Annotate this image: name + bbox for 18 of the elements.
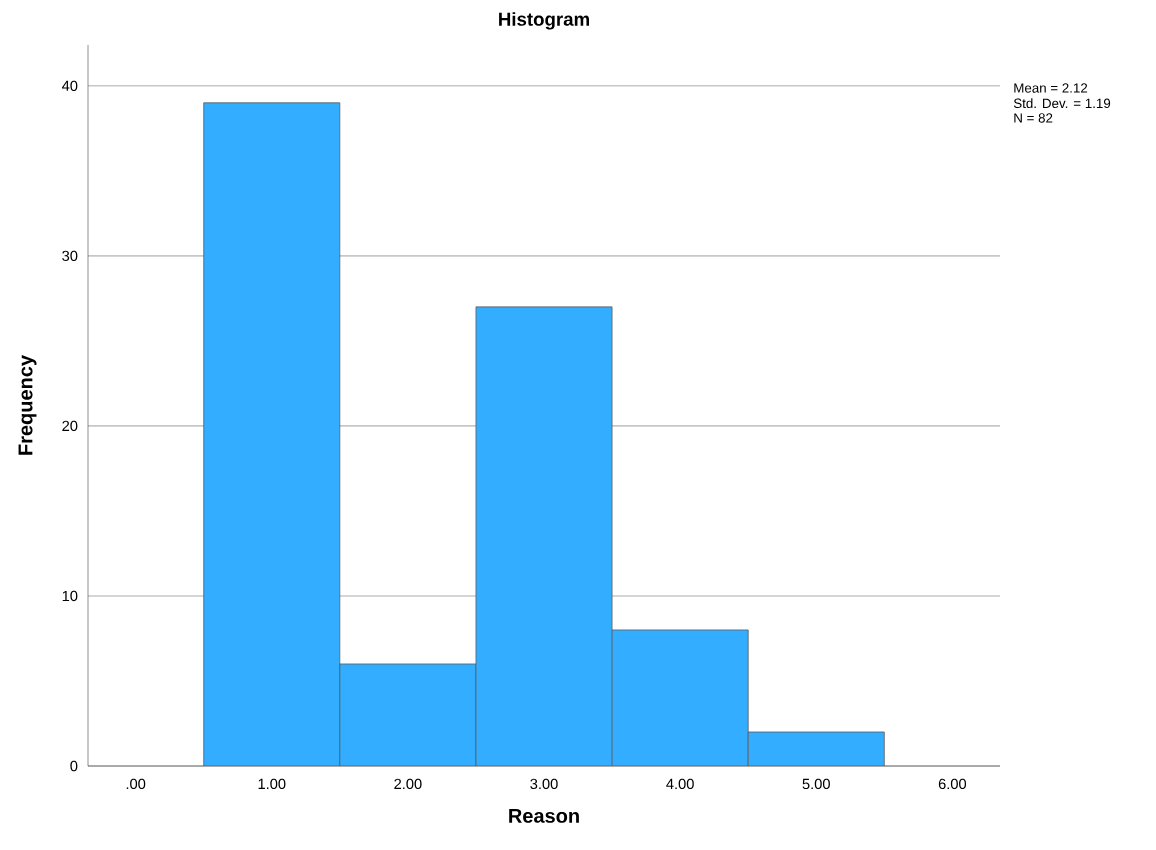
y-tick-label: 30: [62, 250, 78, 262]
y-axis-title: Frequency: [18, 355, 37, 455]
x-tick-label: 6.00: [938, 778, 967, 790]
x-tick-label: 4.00: [666, 778, 694, 790]
x-tick-label: 2.00: [394, 778, 422, 790]
text: Std. Dev. = 1.19: [1013, 98, 1111, 109]
x-tick-label: 3.00: [530, 778, 558, 790]
y-tick-label: 10: [62, 590, 78, 602]
x-tick-label: .00: [126, 778, 146, 790]
text: Mean = 2.12: [1014, 83, 1088, 93]
y-tick-label: 40: [61, 80, 78, 91]
x-tick-label: 1.00: [258, 778, 286, 790]
x-tick-label: 5.00: [802, 778, 830, 790]
x-axis-title: Reason: [509, 808, 579, 823]
y-tick-label: 20: [62, 420, 78, 432]
y-tick-label: 0: [70, 760, 78, 772]
chart-title: Histogram: [499, 12, 590, 30]
text: N = 82: [1014, 113, 1053, 123]
